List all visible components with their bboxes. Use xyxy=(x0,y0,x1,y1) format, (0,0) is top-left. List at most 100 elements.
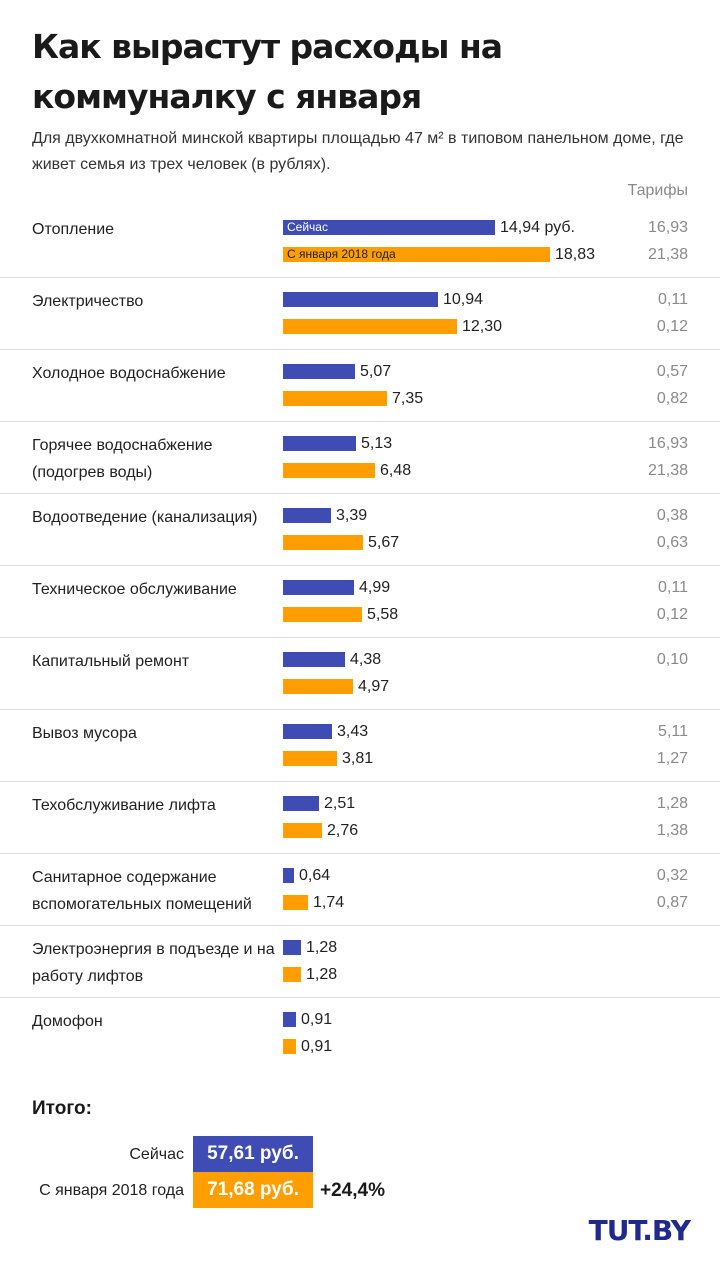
tariff-value: 0,11 xyxy=(658,579,688,596)
page-subtitle: Для двухкомнатной минской квартиры площа… xyxy=(32,130,684,173)
bar-now xyxy=(283,436,356,451)
total-next-value: 71,68 руб. xyxy=(193,1172,313,1208)
bar-2018 xyxy=(283,679,353,694)
bar-value-label: 1,74 xyxy=(313,894,345,911)
tariff-value: 1,27 xyxy=(656,750,688,767)
chart-row: Техническое обслуживание 4,99 0,11 5,58 0,12 xyxy=(0,566,720,638)
chart-row: Холодное водоснабжение 5,07 0,57 7,35 0,82 xyxy=(0,350,720,422)
bar-2018 xyxy=(283,1039,296,1054)
site-logo: TUT.BY xyxy=(588,1214,691,1247)
bar-value-label: 2,51 xyxy=(324,795,356,812)
bar-value-label: 3,43 xyxy=(337,723,369,740)
bar-now: Сейчас xyxy=(283,220,495,235)
bar-value-label: 14,94 руб. xyxy=(500,219,575,236)
bar-value-label: 2,76 xyxy=(327,822,359,839)
tariff-value: 0,10 xyxy=(656,651,688,668)
bar-2018: С января 2018 года xyxy=(283,247,550,262)
bar-2018 xyxy=(283,895,308,910)
bar-now xyxy=(283,580,354,595)
bar-value-label: 0,91 xyxy=(301,1011,333,1028)
row-label: Отопление xyxy=(32,221,115,238)
bar-value-label: 5,13 xyxy=(361,435,393,452)
tariff-value: 0,87 xyxy=(656,894,688,911)
chart-row: Домофон 0,91 0,91 xyxy=(0,998,720,1070)
chart-row: Электричество 10,94 0,11 12,30 0,12 xyxy=(0,278,720,350)
bar-2018 xyxy=(283,823,322,838)
tariff-value: 0,82 xyxy=(656,390,688,407)
row-label: Горячее водоснабжение (подогрев воды) xyxy=(32,437,213,481)
bar-now xyxy=(283,940,301,955)
bar-2018 xyxy=(283,751,337,766)
bar-2018 xyxy=(283,535,363,550)
bar-2018 xyxy=(283,967,301,982)
total-change-percent: +24,4% xyxy=(320,1180,385,1201)
bar-2018 xyxy=(283,463,375,478)
bar-2018 xyxy=(283,607,362,622)
bar-now xyxy=(283,868,294,883)
row-label: Холодное водоснабжение xyxy=(32,365,226,382)
chart-row: Техобслуживание лифта 2,51 1,28 2,76 1,38 xyxy=(0,782,720,854)
bar-value-label: 0,64 xyxy=(299,867,331,884)
bar-value-label: 3,81 xyxy=(342,750,374,767)
bar-value-label: 10,94 xyxy=(443,291,484,308)
page-title: Как вырастут расходы на коммуналку с янв… xyxy=(32,27,503,116)
tariff-value: 1,38 xyxy=(656,822,688,839)
chart-row: Электроэнергия в подъезде и на работу ли… xyxy=(0,926,720,998)
bar-2018 xyxy=(283,319,457,334)
bar-now xyxy=(283,364,355,379)
chart-row: Санитарное содержание вспомогательных по… xyxy=(0,854,720,926)
bar-value-label: 4,97 xyxy=(358,678,390,695)
bar-chart: Отопление Сейчас 14,94 руб. 16,93 С января 2… xyxy=(0,206,720,1070)
bar-value-label: 5,67 xyxy=(368,534,400,551)
totals-title: Итого: xyxy=(32,1098,92,1119)
bar-value-label: 18,83 xyxy=(555,246,596,263)
bar-2018 xyxy=(283,391,387,406)
tariff-value: 16,93 xyxy=(647,435,688,452)
tariff-value: 0,57 xyxy=(656,363,688,380)
tariffs-column-header: Тарифы xyxy=(627,182,688,199)
row-label: Капитальный ремонт xyxy=(32,653,190,670)
bar-value-label: 7,35 xyxy=(392,390,424,407)
bar-now xyxy=(283,1012,296,1027)
total-now-value: 57,61 руб. xyxy=(193,1136,313,1172)
tariff-value: 0,12 xyxy=(656,318,688,335)
row-label: Электроэнергия в подъезде и на работу ли… xyxy=(32,941,275,985)
bar-value-label: 1,28 xyxy=(306,966,338,983)
bar-now xyxy=(283,292,438,307)
bar-value-label: 0,91 xyxy=(301,1038,333,1055)
row-label: Домофон xyxy=(32,1013,103,1030)
row-label: Техобслуживание лифта xyxy=(32,797,216,814)
tariff-value: 21,38 xyxy=(647,462,688,479)
tariff-value: 0,11 xyxy=(658,291,688,308)
chart-row: Капитальный ремонт 4,38 0,10 4,97 xyxy=(0,638,720,710)
tariff-value: 0,32 xyxy=(656,867,688,884)
bar-now xyxy=(283,508,331,523)
row-label: Вывоз мусора xyxy=(32,725,137,742)
tariff-value: 16,93 xyxy=(647,219,688,236)
bar-now xyxy=(283,652,345,667)
row-label: Техническое обслуживание xyxy=(32,581,237,598)
chart-row: Вывоз мусора 3,43 5,11 3,81 1,27 xyxy=(0,710,720,782)
bar-now xyxy=(283,724,332,739)
bar-value-label: 4,99 xyxy=(359,579,391,596)
tariff-value: 0,12 xyxy=(656,606,688,623)
chart-row: Водоотведение (канализация) 3,39 0,38 5,67 0… xyxy=(0,494,720,566)
bar-value-label: 5,07 xyxy=(360,363,392,380)
tariff-value: 0,63 xyxy=(656,534,688,551)
bar-value-label: 6,48 xyxy=(380,462,412,479)
total-now-label: Сейчас xyxy=(129,1146,184,1163)
tariff-value: 1,28 xyxy=(656,795,688,812)
bar-value-label: 4,38 xyxy=(350,651,382,668)
bar-value-label: 12,30 xyxy=(462,318,503,335)
chart-row: Отопление Сейчас 14,94 руб. 16,93 С января 2… xyxy=(0,206,720,278)
chart-row: Горячее водоснабжение (подогрев воды) 5,1… xyxy=(0,422,720,494)
tariff-value: 0,38 xyxy=(656,507,688,524)
bar-value-label: 1,28 xyxy=(306,939,338,956)
bar-series-tag: С января 2018 года xyxy=(287,247,396,261)
bar-now xyxy=(283,796,319,811)
tariff-value: 5,11 xyxy=(658,723,688,740)
bar-value-label: 5,58 xyxy=(367,606,399,623)
bar-value-label: 3,39 xyxy=(336,507,368,524)
total-next-label: С января 2018 года xyxy=(39,1182,184,1199)
row-label: Электричество xyxy=(32,293,144,310)
